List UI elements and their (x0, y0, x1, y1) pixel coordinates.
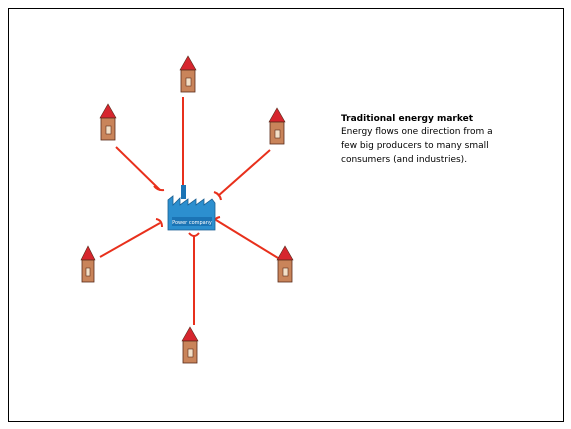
description-title: Traditional energy market (341, 114, 474, 124)
description-line: consumers (and industries). (341, 155, 467, 165)
slide-border (9, 9, 564, 422)
description-line: Energy flows one direction from a (341, 127, 493, 137)
slide: Power company Traditional energy market … (0, 0, 571, 429)
factory-label: Power company (172, 220, 212, 226)
description-line: few big producers to many small (341, 141, 489, 151)
